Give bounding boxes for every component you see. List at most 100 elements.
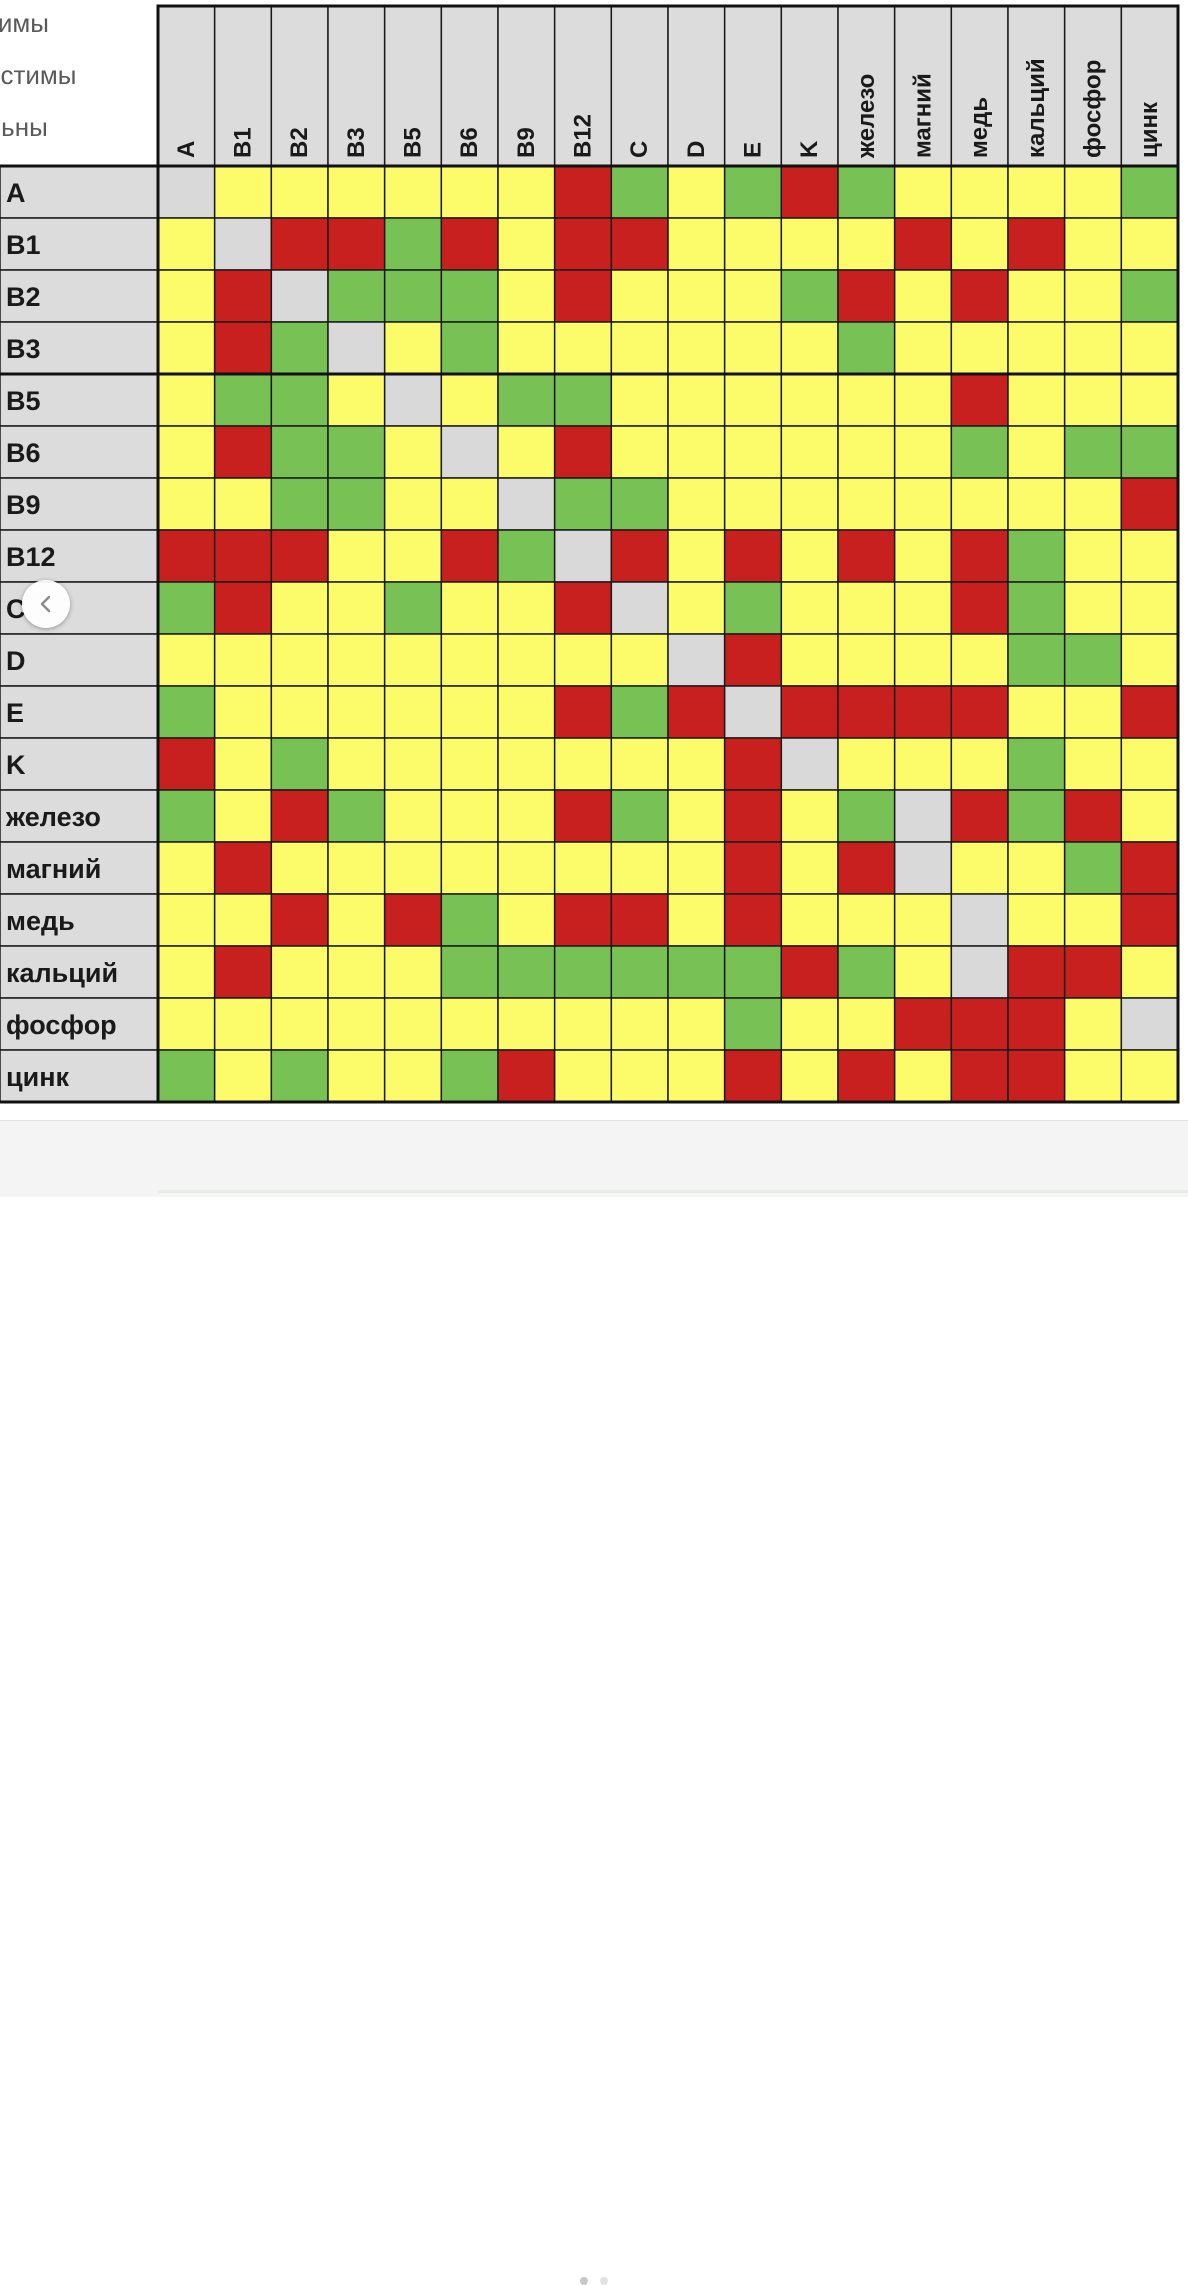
matrix-cell-4-11 — [780, 373, 839, 427]
matrix-cell-17-5 — [440, 1049, 499, 1103]
matrix-cell-8-0 — [157, 581, 216, 635]
matrix-cell-15-7 — [553, 945, 613, 999]
matrix-cell-2-4 — [383, 269, 443, 323]
matrix-cell-9-8 — [610, 633, 669, 687]
matrix-cell-12-6 — [497, 789, 556, 843]
matrix-cell-7-13 — [893, 529, 953, 583]
matrix-cell-3-2 — [270, 321, 329, 375]
matrix-cell-16-5 — [440, 997, 499, 1051]
matrix-cell-5-1 — [213, 425, 273, 479]
matrix-cell-16-12 — [837, 997, 896, 1051]
matrix-cell-8-13 — [893, 581, 953, 635]
matrix-cell-5-17 — [1120, 425, 1179, 479]
matrix-cell-12-7 — [553, 789, 613, 843]
matrix-cell-10-6 — [497, 685, 556, 739]
column-label-12: железо — [853, 74, 880, 159]
matrix-cell-9-15 — [1007, 633, 1066, 687]
matrix-cell-7-7 — [553, 529, 613, 583]
matrix-cell-8-6 — [497, 581, 556, 635]
matrix-cell-13-11 — [780, 841, 839, 895]
matrix-cell-11-17 — [1120, 737, 1179, 791]
matrix-cell-17-3 — [327, 1049, 386, 1103]
matrix-cell-6-0 — [157, 477, 216, 531]
matrix-cell-13-14 — [950, 841, 1009, 895]
carousel-prev-button[interactable] — [22, 580, 70, 628]
matrix-cell-9-4 — [383, 633, 443, 687]
matrix-cell-2-15 — [1007, 269, 1066, 323]
matrix-cell-2-9 — [667, 269, 726, 323]
matrix-cell-0-15 — [1007, 165, 1066, 219]
matrix-cell-0-0 — [157, 165, 216, 219]
column-label-17: цинк — [1136, 101, 1163, 158]
column-label-7: B12 — [570, 114, 597, 158]
matrix-cell-10-16 — [1063, 685, 1123, 739]
matrix-cell-11-3 — [327, 737, 386, 791]
matrix-cell-9-7 — [553, 633, 613, 687]
matrix-cell-15-16 — [1063, 945, 1123, 999]
matrix-cell-2-14 — [950, 269, 1009, 323]
carousel-dot-1[interactable] — [580, 2277, 588, 2285]
matrix-cell-13-9 — [667, 841, 726, 895]
row-header-11 — [0, 737, 159, 791]
matrix-cell-0-17 — [1120, 165, 1179, 219]
matrix-cell-0-11 — [780, 165, 839, 219]
matrix-cell-17-7 — [553, 1049, 613, 1103]
matrix-cell-1-12 — [837, 217, 896, 271]
column-label-13: магний — [910, 73, 937, 158]
column-header-5 — [440, 5, 499, 167]
matrix-cell-17-11 — [780, 1049, 839, 1103]
matrix-cell-12-15 — [1007, 789, 1066, 843]
matrix-cell-6-17 — [1120, 477, 1179, 531]
matrix-cell-17-9 — [667, 1049, 726, 1103]
row-label-7: B12 — [6, 542, 56, 572]
matrix-cell-17-13 — [893, 1049, 953, 1103]
matrix-cell-15-10 — [723, 945, 783, 999]
matrix-cell-17-17 — [1120, 1049, 1179, 1103]
matrix-cell-2-6 — [497, 269, 556, 323]
matrix-cell-13-1 — [213, 841, 273, 895]
matrix-cell-1-11 — [780, 217, 839, 271]
matrix-cell-10-9 — [667, 685, 726, 739]
matrix-cell-10-13 — [893, 685, 953, 739]
matrix-cell-5-5 — [440, 425, 499, 479]
matrix-cell-16-1 — [213, 997, 273, 1051]
matrix-cell-16-16 — [1063, 997, 1123, 1051]
carousel-dot-2[interactable] — [600, 2277, 608, 2285]
matrix-cell-3-17 — [1120, 321, 1179, 375]
row-header-7 — [0, 529, 159, 583]
matrix-cell-5-3 — [327, 425, 386, 479]
matrix-cell-10-3 — [327, 685, 386, 739]
matrix-cell-15-13 — [893, 945, 953, 999]
matrix-cell-6-13 — [893, 477, 953, 531]
matrix-cell-12-1 — [213, 789, 273, 843]
matrix-cell-14-8 — [610, 893, 669, 947]
matrix-cell-11-1 — [213, 737, 273, 791]
column-label-3: B3 — [343, 127, 370, 158]
matrix-cell-1-3 — [327, 217, 386, 271]
column-label-14: медь — [966, 97, 993, 158]
matrix-cell-13-7 — [553, 841, 613, 895]
matrix-cell-7-11 — [780, 529, 839, 583]
matrix-cell-9-14 — [950, 633, 1009, 687]
matrix-cell-7-1 — [213, 529, 273, 583]
matrix-cell-6-12 — [837, 477, 896, 531]
matrix-cell-14-13 — [893, 893, 953, 947]
matrix-cell-11-5 — [440, 737, 499, 791]
matrix-cell-4-2 — [270, 373, 329, 427]
matrix-cell-7-12 — [837, 529, 896, 583]
matrix-cell-11-6 — [497, 737, 556, 791]
matrix-cell-14-1 — [213, 893, 273, 947]
matrix-cell-11-9 — [667, 737, 726, 791]
row-label-4: B5 — [6, 386, 41, 416]
matrix-cell-3-3 — [327, 321, 386, 375]
column-header-17 — [1120, 5, 1179, 167]
matrix-cell-14-10 — [723, 893, 783, 947]
matrix-cell-13-2 — [270, 841, 329, 895]
matrix-cell-11-11 — [780, 737, 839, 791]
matrix-cell-12-5 — [440, 789, 499, 843]
matrix-cell-5-11 — [780, 425, 839, 479]
matrix-cell-6-4 — [383, 477, 443, 531]
matrix-cell-14-11 — [780, 893, 839, 947]
matrix-cell-3-4 — [383, 321, 443, 375]
legend-line-1: тимы — [0, 8, 49, 38]
